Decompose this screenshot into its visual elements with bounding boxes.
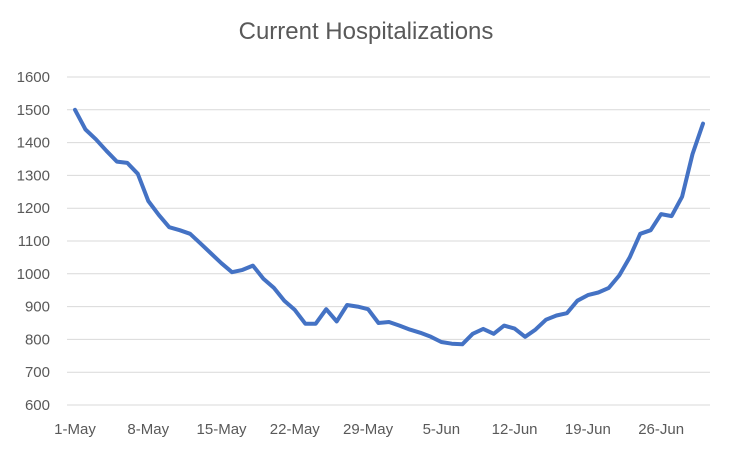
y-tick-label: 1300	[17, 167, 50, 184]
y-tick-label: 700	[25, 364, 50, 381]
x-tick-label: 1-May	[54, 421, 96, 438]
x-tick-label: 29-May	[343, 421, 394, 438]
y-tick-label: 800	[25, 331, 50, 348]
y-tick-label: 1500	[17, 102, 50, 119]
x-tick-label: 15-May	[197, 421, 248, 438]
y-tick-label: 1200	[17, 200, 50, 217]
y-tick-label: 600	[25, 397, 50, 414]
y-tick-label: 1000	[17, 266, 50, 283]
x-tick-label: 12-Jun	[492, 421, 538, 438]
series	[73, 107, 705, 347]
x-tick-label: 22-May	[270, 421, 321, 438]
series-line	[73, 107, 705, 347]
x-tick-label: 8-May	[127, 421, 169, 438]
y-tick-label: 1100	[18, 233, 50, 250]
y-tick-label: 1400	[17, 135, 50, 152]
grid	[67, 76, 710, 406]
x-tick-label: 19-Jun	[565, 421, 611, 438]
chart-title: Current Hospitalizations	[238, 18, 494, 45]
x-tick-label: 26-Jun	[638, 421, 684, 438]
x-axis: 1-May 8-May 15-May 22-May 29-May 5-Jun 12-Jun 1…	[54, 421, 684, 438]
y-tick-label: 900	[25, 299, 50, 316]
y-axis: 600 700 800 900 1000 1100 1200 1300 1400 1500 1600	[17, 69, 50, 414]
y-tick-label: 1600	[17, 69, 50, 86]
x-tick-label: 5-Jun	[423, 421, 461, 438]
